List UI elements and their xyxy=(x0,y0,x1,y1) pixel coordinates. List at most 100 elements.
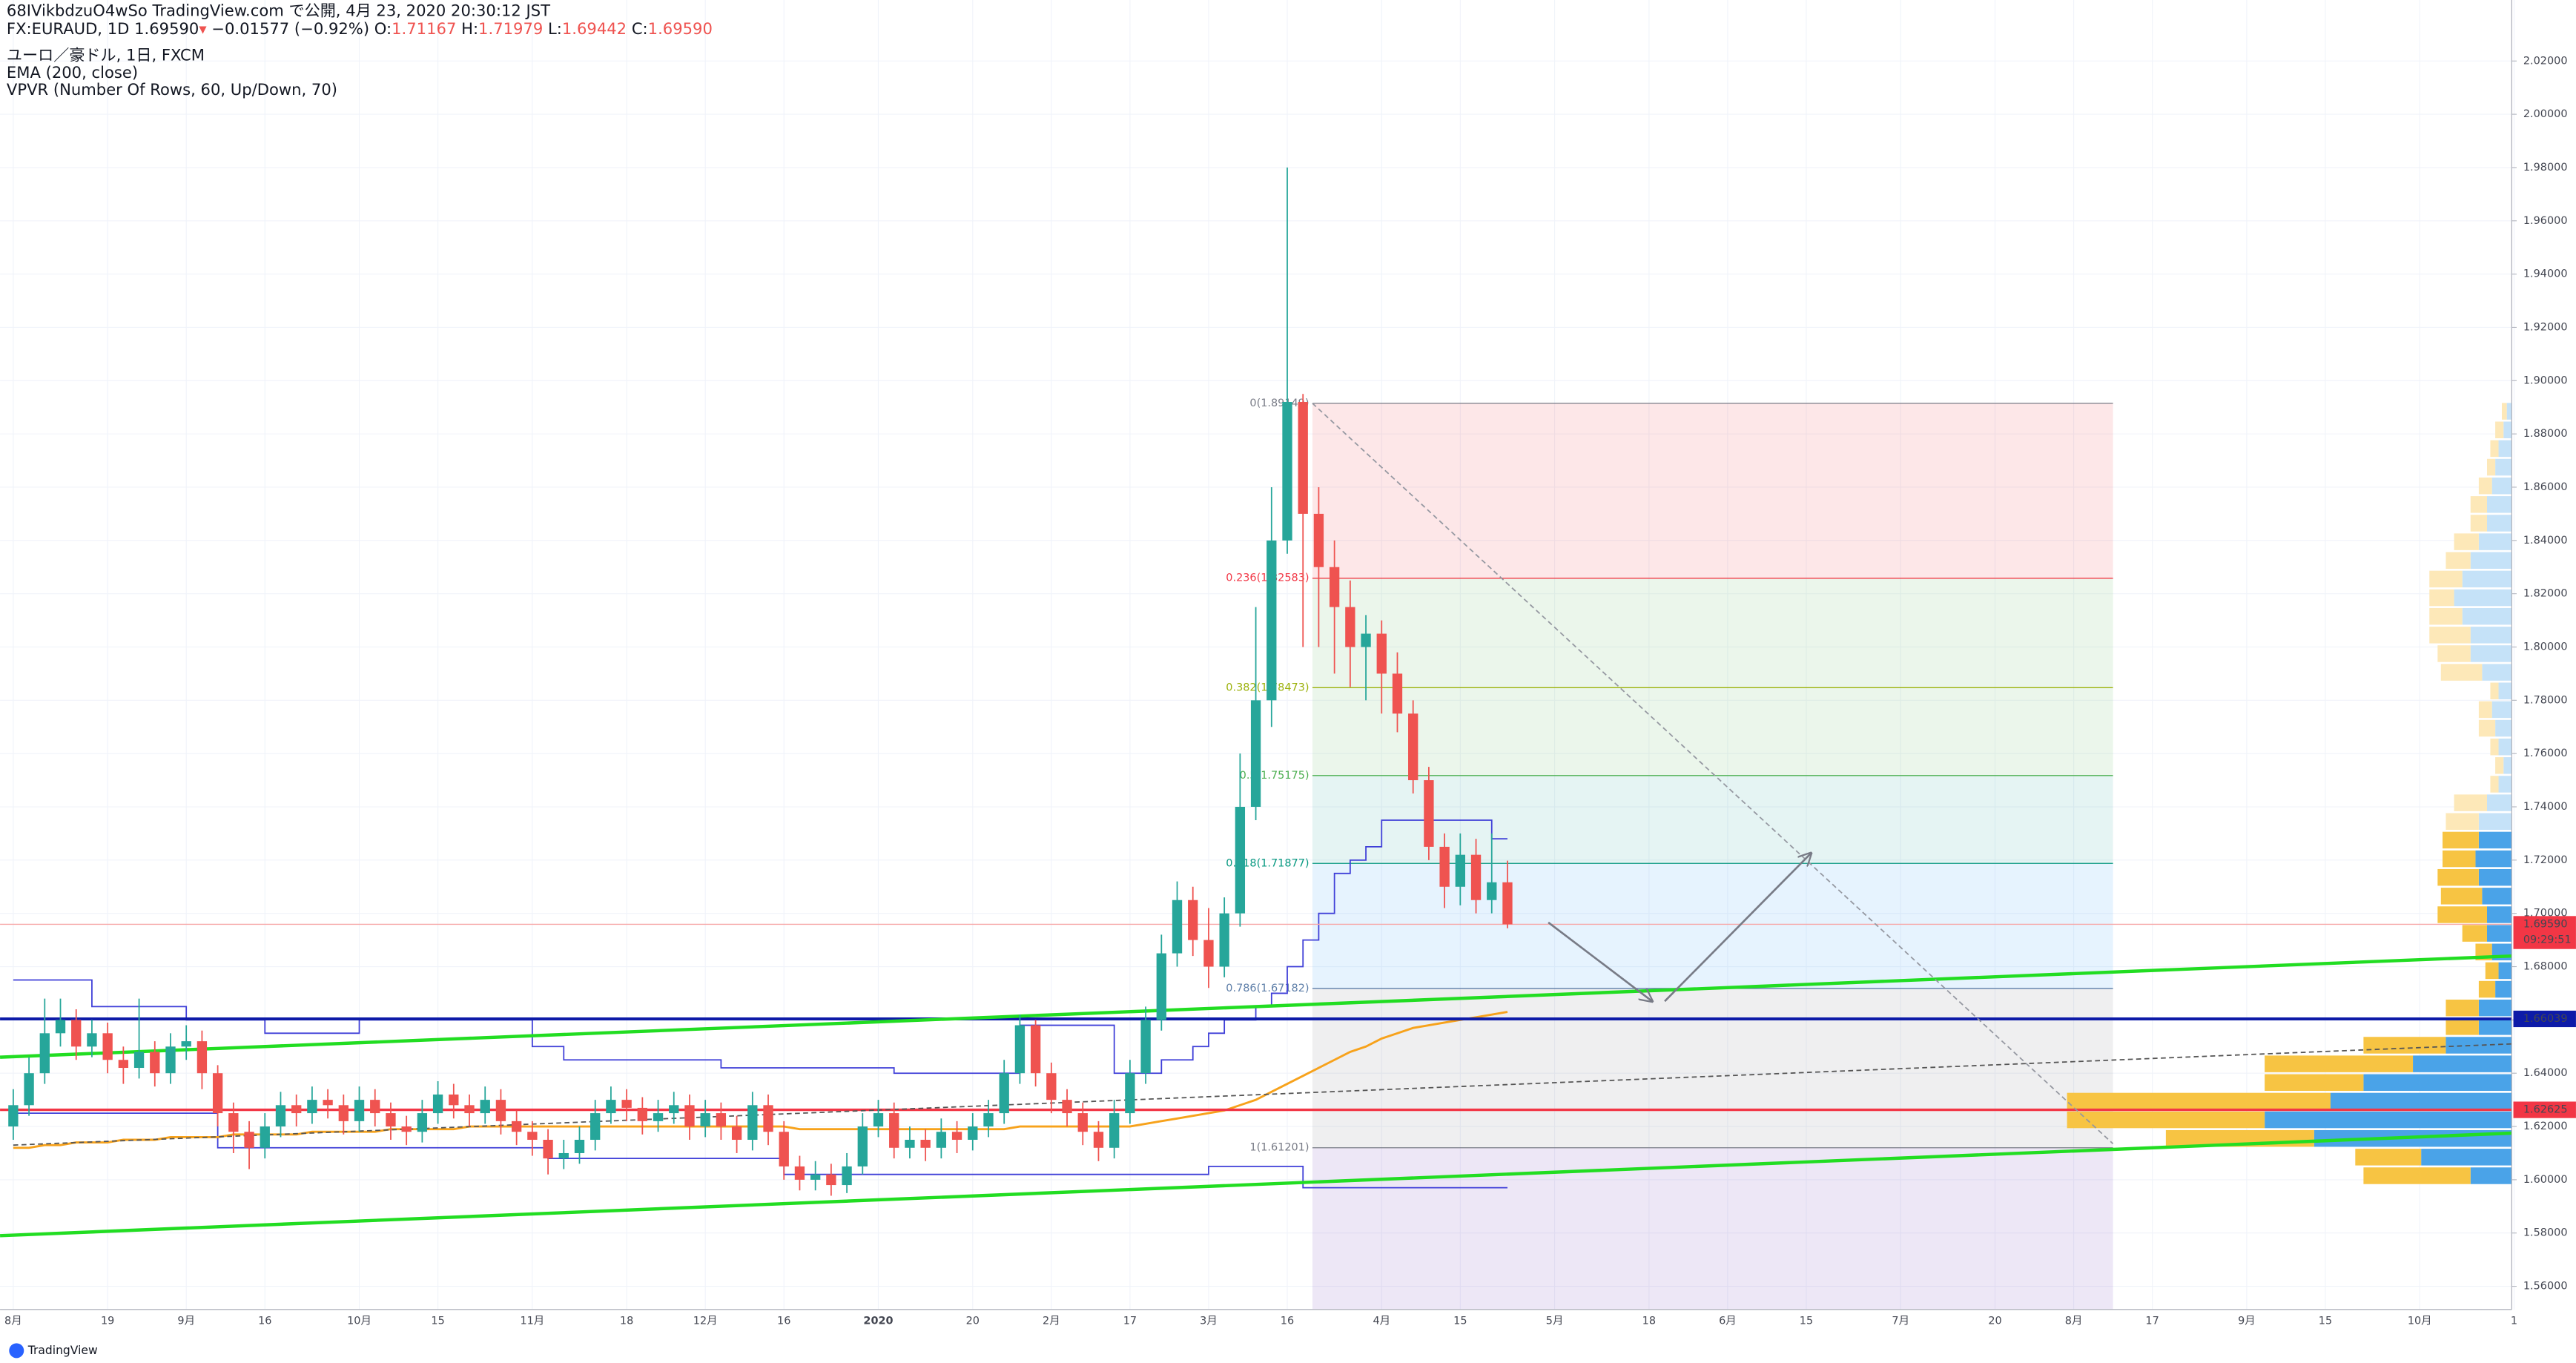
profile-up xyxy=(2482,888,2512,905)
profile-up xyxy=(2478,813,2512,831)
x-tick-label: 9月 xyxy=(177,1315,195,1327)
candle-body xyxy=(291,1105,302,1114)
change: −0.01577 (−0.92%) xyxy=(211,19,369,38)
fib-label: 0.618(1.71877) xyxy=(1226,857,1309,869)
profile-down xyxy=(2429,570,2463,588)
candle-body xyxy=(55,1020,66,1034)
y-tick-label: 1.62000 xyxy=(2523,1121,2568,1132)
profile-up xyxy=(2498,776,2512,793)
profile-down xyxy=(2490,682,2499,699)
candle-body xyxy=(338,1105,349,1121)
fib-zone xyxy=(1312,863,2113,989)
candle-body xyxy=(1470,854,1482,900)
x-tick-label: 10月 xyxy=(2408,1315,2432,1327)
candle-body xyxy=(1424,780,1434,847)
symbol: FX:EURAUD, 1D xyxy=(7,19,129,38)
profile-up xyxy=(2491,701,2512,719)
logo-icon xyxy=(9,1343,24,1359)
profile-down xyxy=(2429,627,2471,644)
x-tick-label: 18 xyxy=(620,1315,633,1327)
candle-body xyxy=(275,1105,286,1127)
candle-body xyxy=(212,1073,223,1114)
candle-body xyxy=(323,1100,333,1106)
x-tick-label: 19 xyxy=(101,1315,114,1327)
c-label: C: xyxy=(632,19,648,38)
footer-logo: TradingView xyxy=(27,1344,98,1357)
profile-up xyxy=(2265,1111,2512,1129)
profile-down xyxy=(2363,1037,2446,1054)
candle-body xyxy=(731,1126,742,1141)
x-tick-label: 12月 xyxy=(693,1315,718,1327)
profile-down xyxy=(2429,589,2454,607)
candle-body xyxy=(873,1113,884,1127)
fib-zone xyxy=(1312,687,2113,776)
candle-body xyxy=(1172,900,1183,954)
legend-entry: ユーロ／豪ドル, 1日, FXCM xyxy=(7,46,205,65)
candle-body xyxy=(574,1140,585,1153)
candle-body xyxy=(1376,633,1387,674)
candle-body xyxy=(716,1113,727,1127)
y-tick-label: 1.88000 xyxy=(2523,428,2568,440)
profile-up xyxy=(2498,440,2512,458)
last-price: 1.69590 xyxy=(134,19,199,38)
candle-body xyxy=(1219,913,1229,967)
l-label: L: xyxy=(548,19,562,38)
profile-down xyxy=(2437,645,2471,662)
candle-body xyxy=(700,1113,710,1127)
candle-body xyxy=(1329,567,1340,607)
candle-body xyxy=(810,1174,821,1180)
profile-up xyxy=(2462,570,2512,588)
price-label: 1.62625 xyxy=(2523,1104,2568,1116)
price-label-box xyxy=(2513,916,2576,949)
profile-up xyxy=(2498,962,2512,980)
profile-down xyxy=(2265,1055,2414,1072)
y-tick-label: 1.64000 xyxy=(2523,1067,2568,1079)
x-tick-label: 15 xyxy=(431,1315,444,1327)
profile-up xyxy=(2482,664,2512,681)
profile-down xyxy=(2067,1111,2265,1129)
close: 1.69590 xyxy=(648,19,713,38)
candle-body xyxy=(606,1100,616,1114)
candle-body xyxy=(983,1113,994,1127)
profile-down xyxy=(2363,1167,2471,1184)
candle-body xyxy=(1502,882,1513,925)
y-tick-label: 1.92000 xyxy=(2523,321,2568,333)
profile-up xyxy=(2413,1055,2512,1072)
trendline xyxy=(1312,403,2114,1145)
profile-down xyxy=(2445,1018,2479,1035)
trendline xyxy=(1548,921,1652,1001)
y-tick-label: 1.72000 xyxy=(2523,854,2568,866)
candle-body xyxy=(1392,673,1403,714)
candle-body xyxy=(857,1126,868,1166)
profile-up xyxy=(2486,925,2512,942)
profile-up xyxy=(2486,794,2512,811)
candle-body xyxy=(779,1132,789,1166)
x-tick-label: 4月 xyxy=(1373,1315,1390,1327)
candle-body xyxy=(794,1166,805,1180)
x-tick-label: 20 xyxy=(966,1315,980,1327)
candle-body xyxy=(842,1166,852,1186)
profile-up xyxy=(2486,515,2512,532)
x-tick-label: 16 xyxy=(258,1315,271,1327)
candle-body xyxy=(1140,1020,1151,1074)
candle-body xyxy=(558,1152,569,1159)
candle-body xyxy=(1455,854,1465,887)
profile-up xyxy=(2470,627,2512,644)
candle-body xyxy=(1188,900,1198,940)
x-tick-label: 15 xyxy=(2319,1315,2332,1327)
candle-body xyxy=(1203,940,1214,967)
profile-down xyxy=(2478,477,2492,495)
candle-body xyxy=(1235,807,1246,914)
y-tick-label: 1.56000 xyxy=(2523,1281,2568,1293)
candle-body xyxy=(118,1060,129,1069)
profile-down xyxy=(2437,906,2487,923)
x-tick-label: 15 xyxy=(1800,1315,1813,1327)
y-tick-label: 1.58000 xyxy=(2523,1227,2568,1239)
x-tick-label: 9月 xyxy=(2238,1315,2256,1327)
profile-down xyxy=(2443,831,2479,849)
profile-down xyxy=(2445,552,2471,569)
candle-body xyxy=(449,1094,459,1106)
